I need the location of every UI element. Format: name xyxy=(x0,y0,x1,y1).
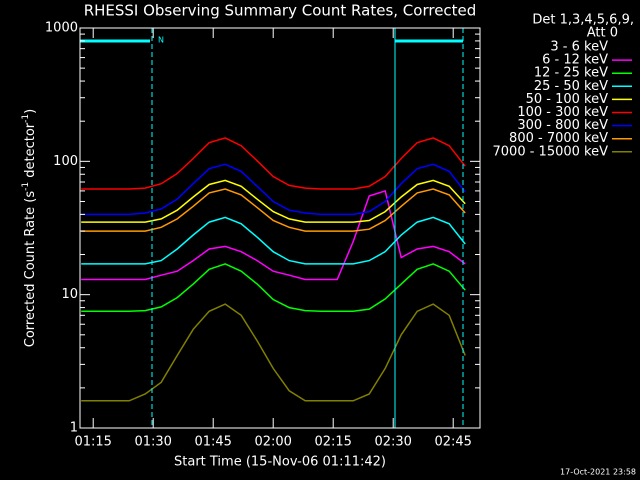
plot-marks xyxy=(81,137,466,402)
timestamp: 17-Oct-2021 23:58 xyxy=(560,468,636,477)
y-axis-label: Corrected Count Rate (s-1 detector-1) xyxy=(21,109,38,347)
legend-title: Det 1,3,4,5,6,9, xyxy=(532,13,634,28)
legend-label: 25 - 50 keV xyxy=(534,79,608,94)
series-line xyxy=(81,163,466,216)
series-line xyxy=(81,303,466,402)
legend-label: 100 - 300 keV xyxy=(517,105,608,120)
legend-label: 3 - 6 keV xyxy=(550,40,608,55)
x-tick-label: 02:00 xyxy=(254,435,291,450)
y-tick-label: 100 xyxy=(53,154,78,169)
x-tick-label: 02:45 xyxy=(434,435,471,450)
x-tick-label: 02:15 xyxy=(314,435,351,450)
y-axis-label-part: Corrected Count Rate (s xyxy=(23,191,38,348)
y-axis-label-part: -1 xyxy=(21,114,31,123)
legend-title: Att 0 xyxy=(587,26,618,41)
series-line xyxy=(81,202,466,357)
legend-label: 300 - 800 keV xyxy=(517,118,608,133)
series-line xyxy=(81,137,466,190)
series-line xyxy=(81,263,466,313)
y-tick-label: 10 xyxy=(61,287,78,302)
legend-label: 50 - 100 keV xyxy=(526,92,609,107)
x-tick-label: 01:15 xyxy=(74,435,111,450)
plot-frame xyxy=(79,27,481,429)
series-line xyxy=(81,216,466,265)
x-tick-label: 01:30 xyxy=(134,435,171,450)
chart-title: RHESSI Observing Summary Count Rates, Co… xyxy=(84,2,477,20)
y-axis-label-part: ) xyxy=(23,109,38,114)
x-axis-label: Start Time (15-Nov-06 01:11:42) xyxy=(174,455,386,470)
x-tick-label: 01:45 xyxy=(194,435,231,450)
series-line xyxy=(81,179,466,223)
series-line xyxy=(81,188,466,232)
marker-label: N xyxy=(158,36,164,45)
x-tick-label: 02:30 xyxy=(374,435,411,450)
legend-label: 800 - 7000 keV xyxy=(509,131,608,146)
legend-label: 12 - 25 keV xyxy=(534,66,608,81)
y-axis-label-part: detector xyxy=(23,122,38,182)
series-line xyxy=(81,189,466,281)
legend-label: 7000 - 15000 keV xyxy=(493,144,609,159)
y-axis-label-part: -1 xyxy=(21,182,31,191)
y-tick-label: 1000 xyxy=(45,21,78,36)
legend-label: 6 - 12 keV xyxy=(542,53,608,68)
y-tick-label: 1 xyxy=(70,421,78,436)
